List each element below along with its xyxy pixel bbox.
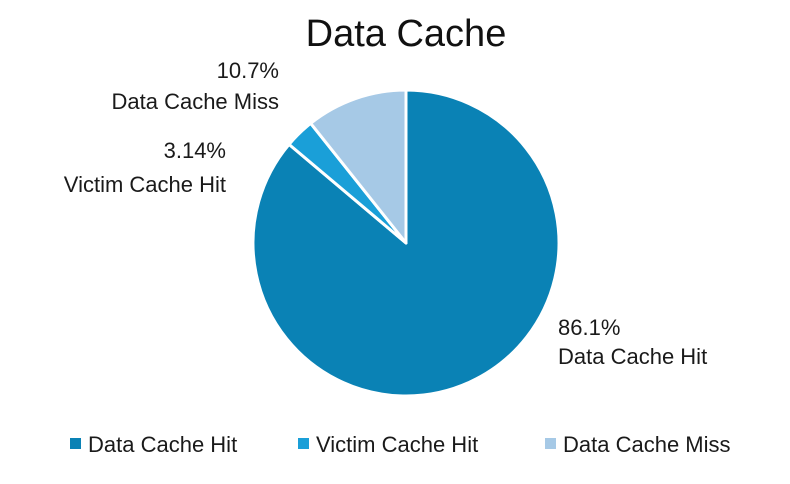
data-label-category: Data Cache Hit — [558, 344, 707, 369]
data-label-victim-cache-hit: 3.14% Victim Cache Hit — [64, 138, 226, 197]
legend-label: Victim Cache Hit — [316, 432, 478, 457]
legend-label: Data Cache Miss — [563, 432, 731, 457]
pie-slice-data-cache-miss — [309, 88, 408, 245]
legend-swatch — [298, 438, 309, 449]
legend-swatch — [70, 438, 81, 449]
data-label-data-cache-hit: 86.1% Data Cache Hit — [558, 315, 707, 369]
data-label-value: 86.1% — [558, 315, 620, 340]
legend-item-data-cache-miss: Data Cache Miss — [545, 432, 731, 457]
legend-label: Data Cache Hit — [88, 432, 237, 457]
legend-item-victim-cache-hit: Victim Cache Hit — [298, 432, 478, 457]
legend-item-data-cache-hit: Data Cache Hit — [70, 432, 237, 457]
data-label-value: 10.7% — [217, 58, 279, 83]
legend: Data Cache Hit Victim Cache Hit Data Cache… — [70, 432, 731, 457]
data-label-category: Data Cache Miss — [111, 89, 279, 114]
slices-layer — [251, 88, 561, 398]
data-label-data-cache-miss: 10.7% Data Cache Miss — [111, 58, 279, 114]
data-labels-layer: 86.1% Data Cache Hit 3.14% Victim Cache Hit… — [64, 58, 707, 369]
chart-title: Data Cache — [306, 13, 507, 55]
data-label-category: Victim Cache Hit — [64, 172, 226, 197]
legend-swatch — [545, 438, 556, 449]
data-label-value: 3.14% — [164, 138, 226, 163]
